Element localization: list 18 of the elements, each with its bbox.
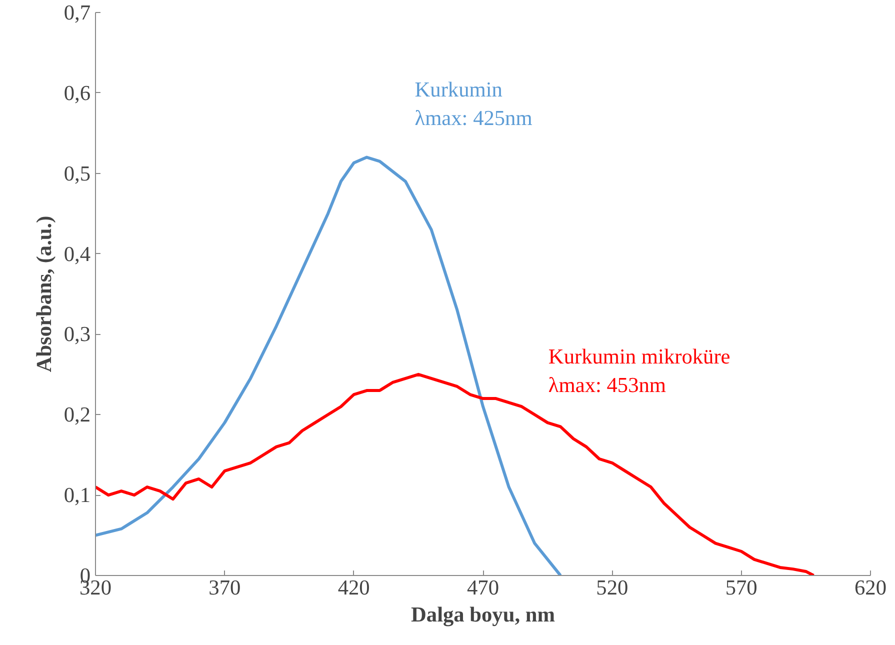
y-tick-label: 0,7: [64, 0, 91, 24]
annotation: Kurkumin mikroküre λmax: 453nm: [548, 344, 730, 398]
x-axis-title: Dalga boyu, nm: [411, 602, 556, 626]
x-tick-label: 470: [467, 576, 500, 600]
y-tick-label: 0,2: [64, 402, 91, 427]
y-axis-title: Absorbans, (a.u.): [32, 216, 56, 372]
y-tick-label: 0,5: [64, 161, 91, 186]
x-tick-label: 420: [338, 576, 370, 600]
y-tick-label: 0,6: [64, 80, 91, 105]
x-tick-label: 570: [725, 576, 758, 600]
y-tick-label: 0,3: [64, 322, 91, 346]
line-series: [96, 372, 816, 576]
annotation: Kurkumin λmax: 425nm: [414, 77, 533, 130]
x-tick-label: 370: [208, 576, 241, 600]
y-tick-label: 0,4: [64, 242, 91, 266]
y-tick-label: 0,1: [64, 483, 91, 508]
x-tick-label: 620: [854, 576, 887, 600]
x-tick-label: 520: [596, 576, 628, 600]
